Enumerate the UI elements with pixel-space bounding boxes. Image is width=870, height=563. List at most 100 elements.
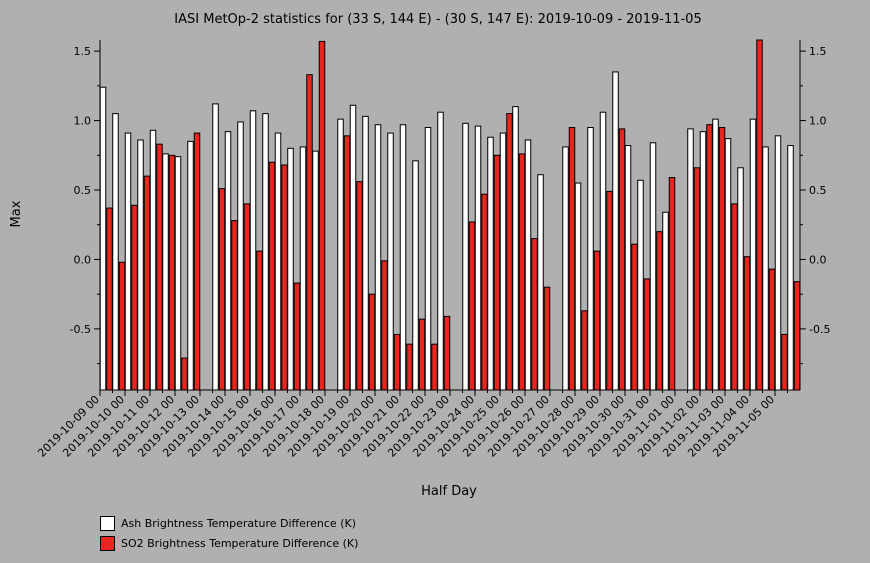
so2-bar [506, 113, 513, 391]
ash-bar [687, 128, 694, 391]
ash-bar [524, 139, 532, 391]
legend-item-so2: SO2 Brightness Temperature Difference (K… [100, 533, 358, 553]
ash-bar [337, 118, 344, 391]
ash-bar [149, 129, 157, 391]
so2-bar [318, 40, 326, 391]
ash-bar [462, 122, 469, 391]
so2-bar [656, 231, 663, 391]
so2-bar [643, 278, 651, 391]
legend-label-so2: SO2 Brightness Temperature Difference (K… [121, 536, 359, 550]
so2-bar [618, 128, 626, 391]
ash-bar [699, 131, 707, 391]
ash-bar [737, 167, 744, 391]
so2-bar [231, 220, 238, 391]
y-tick-label-left: 0.5 [74, 184, 92, 197]
legend-label-ash: Ash Brightness Temperature Difference (K… [121, 516, 356, 530]
so2-bar [243, 203, 251, 391]
so2-bar [443, 315, 451, 391]
so2-bar [668, 177, 676, 391]
so2-bar [418, 318, 426, 391]
ash-bar [599, 111, 607, 391]
so2-bar [518, 153, 526, 391]
y-tick-label-left: 1.0 [74, 115, 92, 128]
so2-bar [793, 281, 801, 391]
so2-bar [743, 256, 751, 391]
y-tick-label-right: 0.5 [809, 184, 827, 197]
so2-bar [693, 167, 701, 391]
legend: Ash Brightness Temperature Difference (K… [100, 513, 358, 553]
ash-bar [762, 146, 769, 391]
so2-bar [156, 143, 163, 391]
ash-bar [349, 104, 357, 391]
so2-bar [393, 333, 401, 391]
so2-bar [606, 190, 613, 391]
legend-swatch-so2 [100, 535, 115, 551]
so2-bar [581, 310, 588, 391]
ash-bar [662, 211, 669, 391]
so2-bar [181, 357, 188, 391]
so2-bar [718, 127, 726, 391]
ash-bar [637, 179, 644, 391]
so2-bar [131, 204, 138, 391]
ash-bar [299, 146, 307, 391]
chart-title: IASI MetOp-2 statistics for (33 S, 144 E… [174, 12, 701, 27]
ash-bar [312, 150, 319, 391]
ash-bar [399, 124, 407, 391]
ash-bar [537, 174, 544, 391]
y-tick-label-right: 1.0 [809, 115, 827, 128]
ash-bar [124, 132, 132, 391]
y-tick-label-left: 1.5 [74, 45, 92, 58]
so2-bar [168, 154, 176, 391]
so2-bar [118, 261, 126, 391]
so2-bar [106, 207, 113, 391]
so2-bar [406, 343, 413, 391]
ash-bar [287, 147, 294, 391]
ash-bar [424, 127, 432, 391]
ash-bar [649, 142, 657, 391]
ash-bar [187, 140, 194, 391]
x-axis-label: Half Day [421, 484, 477, 499]
ash-bar [512, 106, 519, 391]
ash-bar [749, 118, 757, 391]
so2-bar [768, 268, 776, 391]
so2-bar [631, 243, 638, 391]
ash-bar [712, 118, 719, 391]
ash-bar [724, 138, 732, 391]
so2-bar [143, 175, 151, 391]
ash-bar [212, 103, 219, 391]
so2-bar [481, 193, 488, 391]
ash-bar [562, 146, 569, 391]
ash-bar [237, 121, 244, 391]
ash-bar [362, 115, 369, 391]
ash-bar [612, 71, 619, 391]
so2-bar [468, 221, 476, 391]
so2-bar [343, 135, 351, 391]
so2-bar [543, 286, 551, 391]
so2-bar [193, 132, 201, 391]
ash-bar [174, 156, 182, 391]
y-tick-label-right: -0.5 [809, 323, 830, 336]
so2-bar [493, 154, 501, 391]
ash-bar [412, 160, 419, 391]
so2-bar [356, 181, 363, 391]
so2-bar [593, 250, 601, 391]
so2-bar [281, 164, 288, 391]
so2-bar [381, 260, 388, 391]
ash-bar [574, 182, 582, 391]
ash-bar [437, 111, 444, 391]
so2-bar [731, 203, 738, 391]
so2-bar [256, 250, 263, 391]
ash-bar [112, 113, 119, 391]
ash-bar [474, 125, 482, 391]
y-tick-label-right: 1.5 [809, 45, 827, 58]
ash-bar [249, 110, 257, 391]
so2-bar [568, 127, 576, 391]
so2-bar [293, 282, 301, 391]
ash-bar [99, 86, 107, 391]
so2-bar [306, 74, 313, 391]
ash-bar [137, 139, 144, 391]
ash-bar [587, 127, 594, 391]
y-tick-label-left: 0.0 [74, 253, 92, 266]
so2-bar [268, 161, 276, 391]
